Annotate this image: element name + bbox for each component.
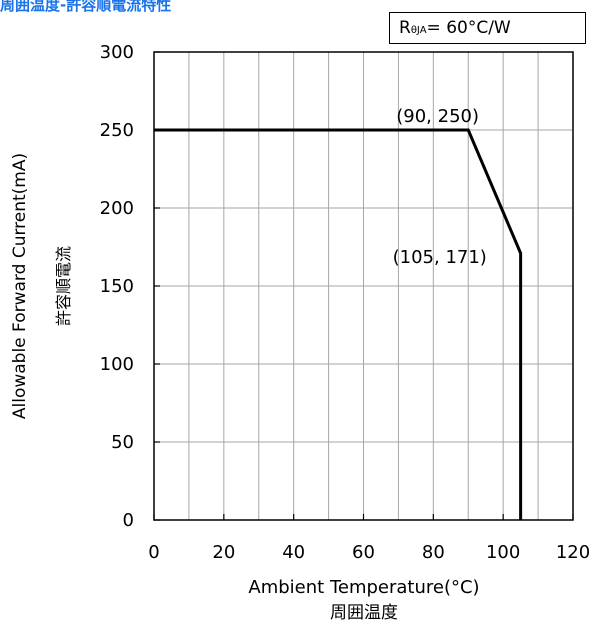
series-layer: [153, 128, 523, 521]
derating-curve: [154, 128, 523, 520]
y-tick-label: 50: [111, 432, 134, 453]
label-layer: 0 20 40 60 80 100 120 0 50 100 150 200 250 300 Ambient…: [10, 42, 590, 623]
y-axis-label: Allowable Forward Current(mA): [10, 153, 30, 419]
point-annotation: (105, 171): [393, 247, 487, 268]
y-tick-label: 0: [123, 510, 134, 531]
y-tick-label: 300: [100, 42, 134, 63]
x-tick-label: 20: [212, 542, 235, 563]
x-tick-label: 120: [556, 542, 590, 563]
x-axis-label-jp: 周囲温度: [330, 603, 398, 623]
y-tick-label: 150: [100, 276, 134, 297]
thermal-resistance-value: = 60°C/W: [426, 18, 511, 38]
chart-header-title: 周囲温度-許容順電流特性: [0, 0, 172, 14]
x-tick-label: 60: [352, 542, 375, 563]
y-tick-label: 250: [100, 120, 134, 141]
y-axis-label-jp: 許容順電流: [54, 246, 73, 326]
x-tick-label: 40: [282, 542, 305, 563]
point-annotation: (90, 250): [396, 106, 479, 127]
x-tick-label: 100: [486, 542, 520, 563]
y-tick-label: 100: [100, 354, 134, 375]
y-tick-label: 200: [100, 198, 134, 219]
x-tick-label: 80: [422, 542, 445, 563]
x-axis-label: Ambient Temperature(°C): [248, 577, 479, 598]
thermal-resistance-subscript: θJA: [410, 24, 427, 36]
grid-layer: [154, 52, 573, 520]
x-tick-label: 0: [148, 542, 159, 563]
thermal-resistance-symbol: R: [399, 18, 411, 38]
